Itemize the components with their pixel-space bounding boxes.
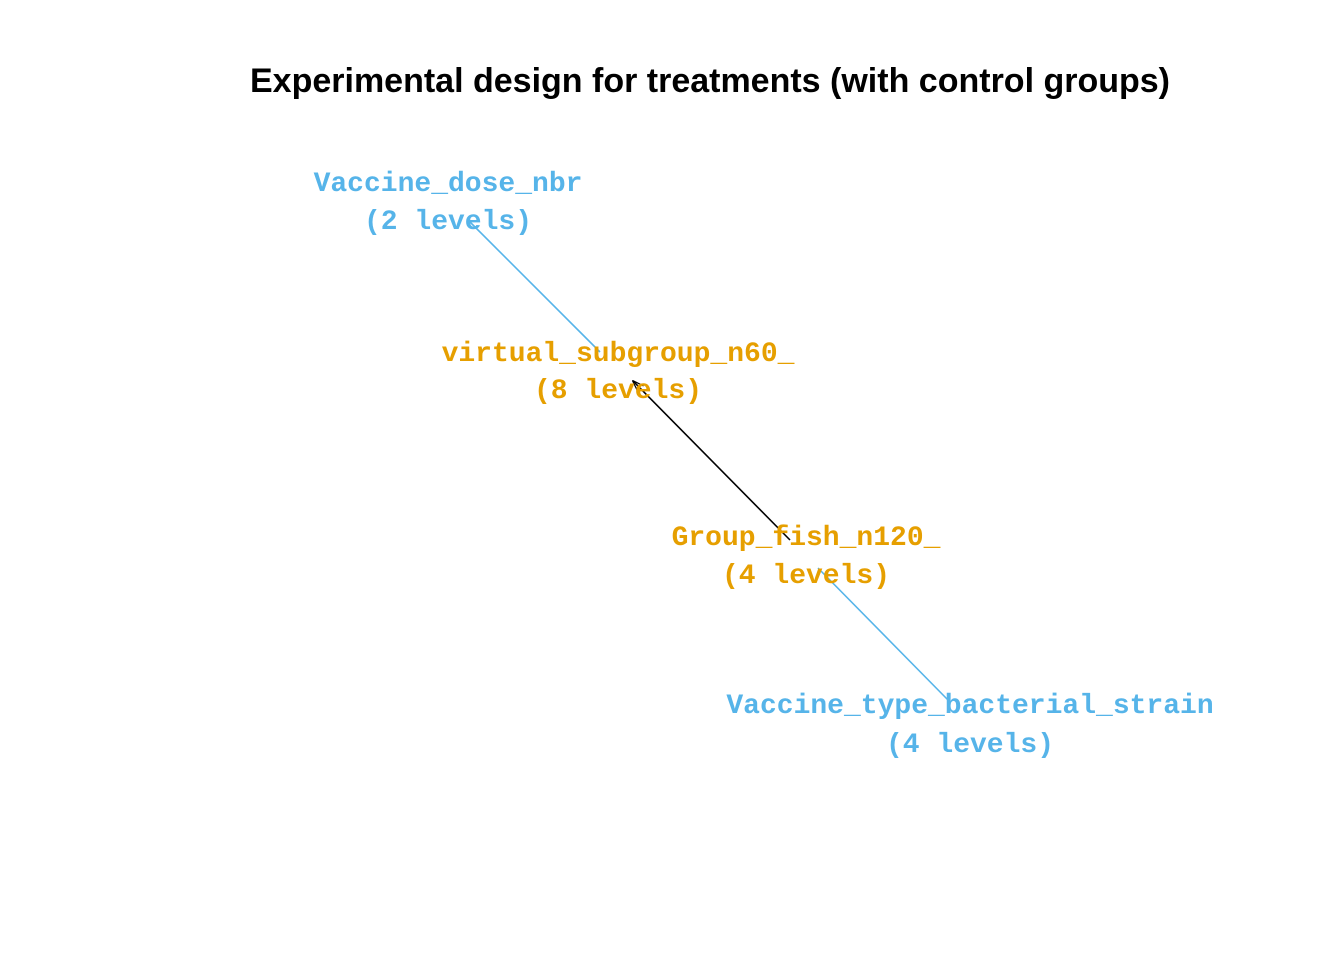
node-levels: (8 levels)	[534, 376, 702, 407]
node-levels: (2 levels)	[364, 207, 532, 238]
node-vaccine-type-bacterial-strain: Vaccine_type_bacterial_strain (4 levels)	[726, 691, 1213, 761]
edge-type-to-groupfish	[817, 567, 949, 701]
node-virtual-subgroup: virtual_subgroup_n60_ (8 levels)	[442, 339, 795, 407]
node-name: Vaccine_type_bacterial_strain	[726, 691, 1213, 722]
node-vaccine-dose-nbr: Vaccine_dose_nbr (2 levels)	[314, 169, 583, 238]
node-name: Group_fish_n120_	[672, 523, 941, 554]
node-group-fish: Group_fish_n120_ (4 levels)	[672, 523, 941, 592]
node-levels: (4 levels)	[886, 730, 1054, 761]
node-name: Vaccine_dose_nbr	[314, 169, 583, 200]
edge-dose-to-subgroup	[467, 219, 601, 353]
edge-groupfish-to-subgroup	[633, 381, 791, 541]
node-levels: (4 levels)	[722, 561, 890, 592]
node-name: virtual_subgroup_n60_	[442, 339, 795, 370]
diagram-title: Experimental design for treatments (with…	[250, 62, 1170, 100]
